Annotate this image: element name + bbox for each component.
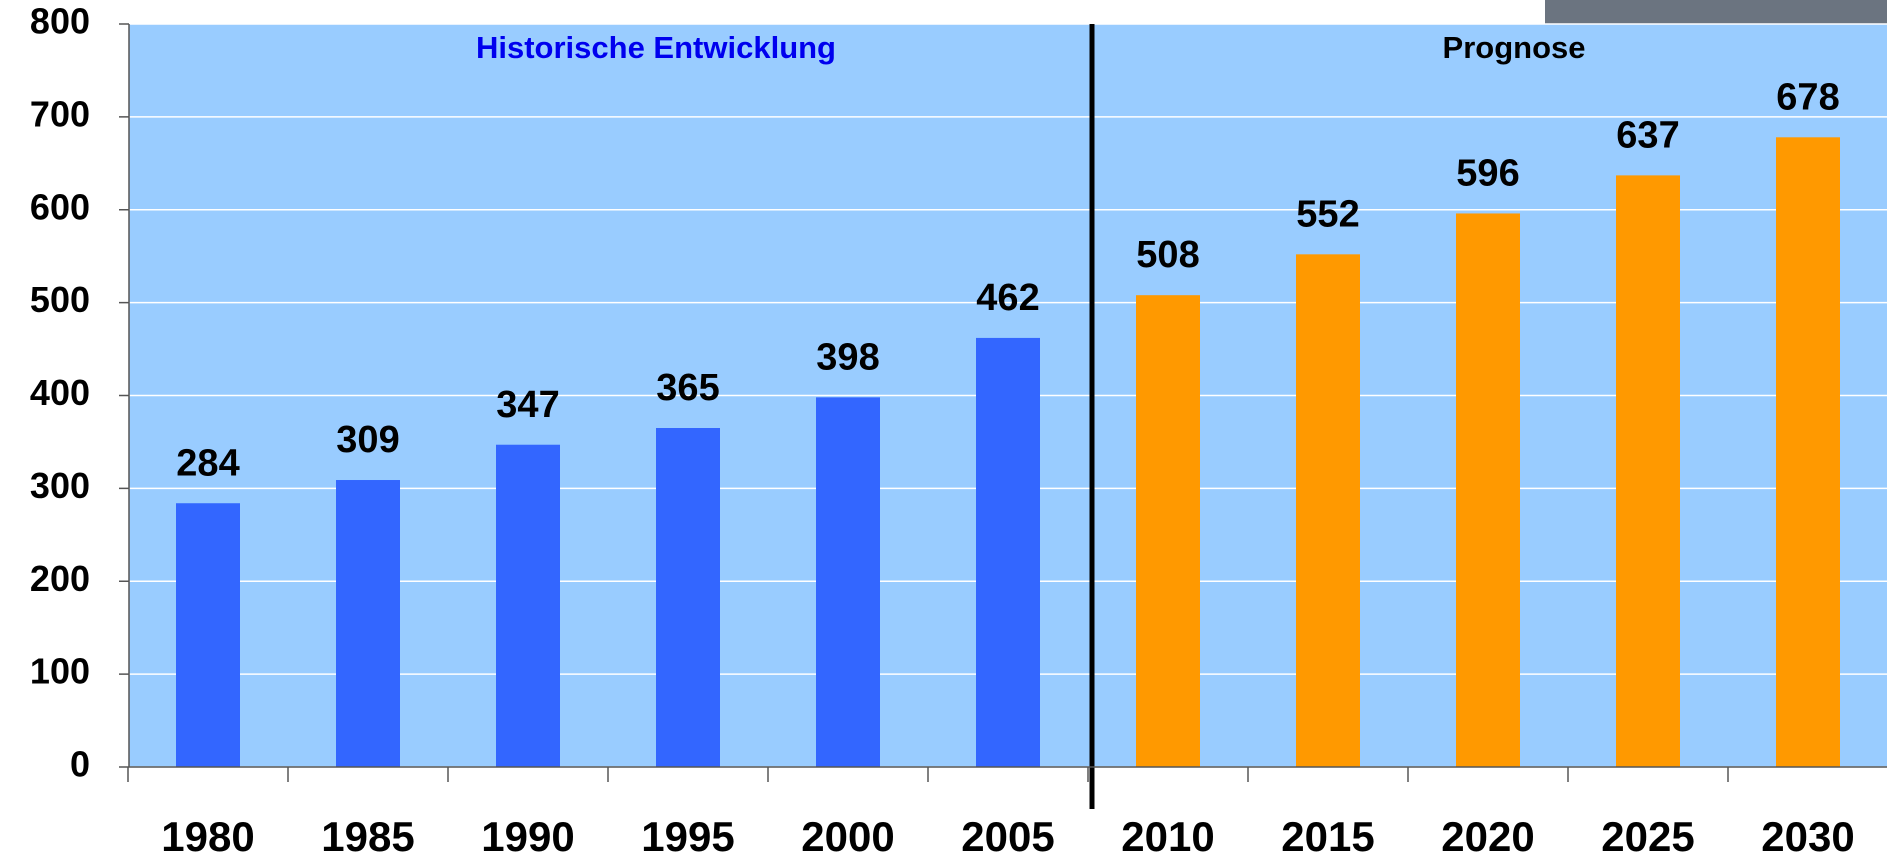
bar — [336, 480, 400, 767]
y-tick-label: 0 — [70, 744, 90, 785]
bar — [976, 338, 1040, 767]
bar — [176, 503, 240, 767]
y-tick-label: 300 — [30, 465, 90, 506]
y-tick-label: 500 — [30, 279, 90, 320]
value-label: 309 — [336, 419, 399, 461]
y-tick-label: 200 — [30, 558, 90, 599]
value-label: 552 — [1296, 193, 1359, 235]
x-tick-label: 2020 — [1441, 813, 1534, 860]
x-tick-label: 1985 — [321, 813, 414, 860]
value-label: 284 — [176, 442, 239, 484]
x-tick-label: 1980 — [161, 813, 254, 860]
y-tick-label: 400 — [30, 372, 90, 413]
value-label: 365 — [656, 367, 719, 409]
x-tick-label: 2015 — [1281, 813, 1374, 860]
value-label: 347 — [496, 384, 559, 426]
x-tick-label: 2000 — [801, 813, 894, 860]
y-tick-label: 100 — [30, 651, 90, 692]
value-label: 678 — [1776, 76, 1839, 118]
y-tick-label: 700 — [30, 93, 90, 134]
value-label: 462 — [976, 277, 1039, 319]
bar — [1776, 137, 1840, 767]
x-tick-label: 2005 — [961, 813, 1054, 860]
bar — [1616, 175, 1680, 767]
x-tick-label: 1990 — [481, 813, 574, 860]
photo-fragment — [1545, 0, 1887, 24]
y-tick-label: 600 — [30, 186, 90, 227]
chart: Historische Entwicklung Prognose 0 100 200… — [0, 0, 1887, 862]
value-label: 596 — [1456, 152, 1519, 194]
x-tick-label: 2010 — [1121, 813, 1214, 860]
y-tick-label: 800 — [30, 1, 90, 42]
value-label: 508 — [1136, 234, 1199, 276]
x-tick-label: 2030 — [1761, 813, 1854, 860]
bar — [816, 397, 880, 767]
bar — [1456, 213, 1520, 767]
x-tick-label: 2025 — [1601, 813, 1694, 860]
section-header: Prognose — [1443, 30, 1586, 65]
value-label: 398 — [816, 336, 879, 378]
bar — [496, 445, 560, 767]
value-label: 637 — [1616, 114, 1679, 156]
x-tick-label: 1995 — [641, 813, 734, 860]
bar — [1296, 254, 1360, 767]
bar — [1136, 295, 1200, 767]
bar — [656, 428, 720, 767]
section-header: Historische Entwicklung — [476, 30, 836, 65]
